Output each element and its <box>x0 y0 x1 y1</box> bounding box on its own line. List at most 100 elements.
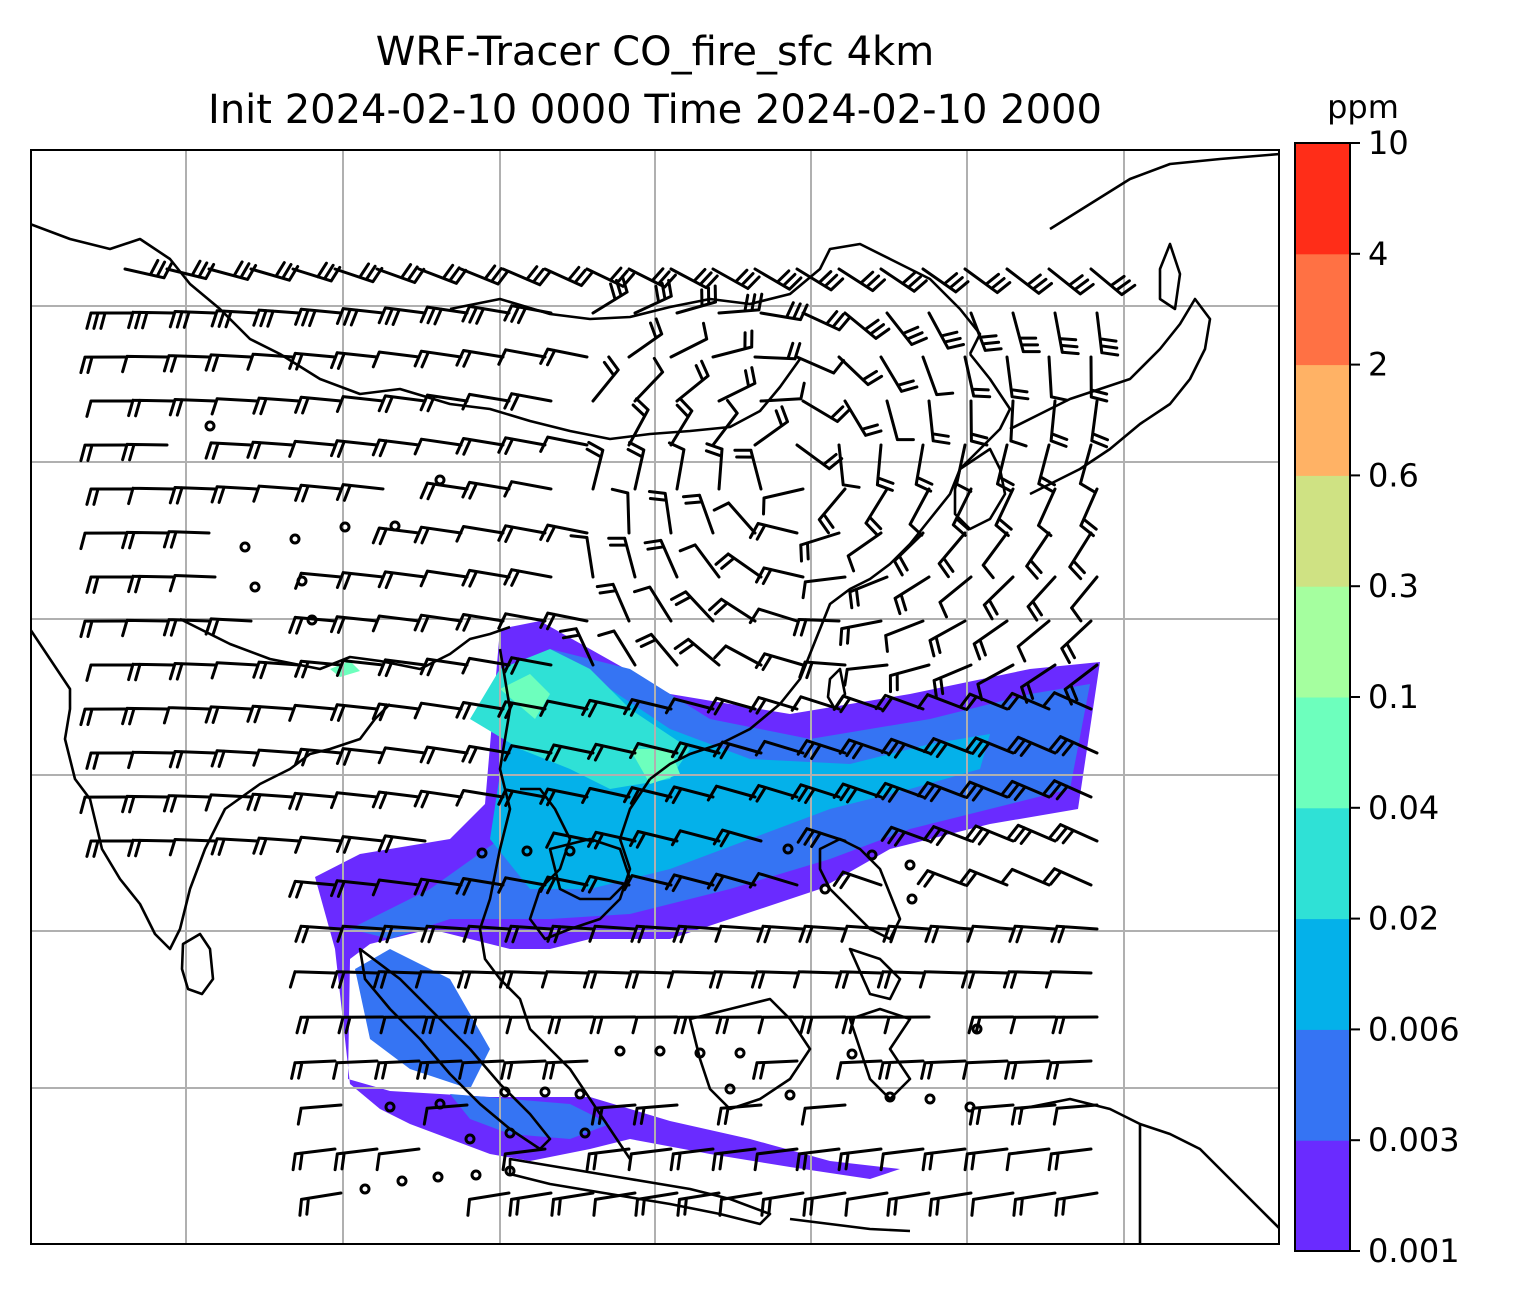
calm-wind-marker <box>470 1169 482 1181</box>
wind-barb <box>540 970 589 989</box>
wind-barb <box>547 1015 595 1035</box>
wind-barb <box>682 493 715 535</box>
calm-wind-marker <box>339 521 351 533</box>
wind-barb <box>1005 267 1053 295</box>
wind-barb <box>1005 1147 1051 1172</box>
wind-barb <box>714 924 763 943</box>
wind-barb <box>539 787 589 807</box>
wind-barb <box>504 924 553 944</box>
wind-barb <box>970 1191 1015 1217</box>
wind-barb <box>246 352 295 371</box>
calm-wind-marker <box>784 1089 796 1101</box>
colorbar-tick-label: 4 <box>1368 235 1388 273</box>
wind-barb <box>459 264 510 286</box>
wind-barb <box>927 399 951 445</box>
wind-barb <box>796 827 847 848</box>
calm-wind-marker <box>574 1088 586 1100</box>
wind-barb <box>296 1103 343 1126</box>
wind-barb <box>455 613 505 632</box>
colorbar-tick-label: 0.6 <box>1368 456 1419 494</box>
wind-barb <box>168 486 217 505</box>
calm-wind-marker <box>924 1093 936 1105</box>
wind-barb <box>497 524 547 543</box>
wind-barb <box>1002 970 1051 989</box>
wind-barb <box>498 970 547 989</box>
wind-barb <box>413 789 463 809</box>
wind-barb <box>372 970 421 989</box>
wind-barb <box>832 870 883 890</box>
wind-barb <box>419 657 469 677</box>
map-title: WRF-Tracer CO_fire_sfc 4km <box>375 29 935 75</box>
wind-barb <box>207 260 258 281</box>
wind-barb <box>590 1103 637 1126</box>
wind-barb <box>846 531 883 573</box>
mongolia-border <box>449 242 982 355</box>
colorbar-tick-label: 10 <box>1368 124 1409 162</box>
wind-barb <box>670 590 715 623</box>
wind-barb <box>162 354 211 373</box>
wind-barb <box>753 405 789 447</box>
wind-barb <box>715 1015 763 1035</box>
wind-barb <box>800 1103 847 1126</box>
wind-barb <box>607 536 637 579</box>
wind-barb <box>908 487 931 537</box>
co-fire-plume <box>315 621 1100 1179</box>
wind-barb <box>252 484 301 503</box>
colorbar-band <box>1295 586 1350 698</box>
wind-barb <box>377 746 427 765</box>
wind-barb <box>893 575 931 616</box>
wind-barb <box>330 970 379 989</box>
wind-barb <box>1025 531 1051 580</box>
wind-barb <box>545 831 595 849</box>
wind-barb <box>165 259 216 281</box>
wind-barb <box>964 824 1015 846</box>
wind-barb <box>792 618 841 637</box>
wind-barb <box>631 1015 679 1035</box>
wind-barb <box>969 311 1003 352</box>
wind-barb <box>375 263 426 284</box>
wind-barb <box>210 397 259 416</box>
colorbar-tick-label: 0.001 <box>1368 1232 1460 1270</box>
wind-barb <box>463 1015 511 1035</box>
wind-barb <box>330 703 379 722</box>
wind-barb <box>624 970 673 989</box>
wind-barb <box>1068 531 1093 581</box>
wind-barb <box>963 355 992 399</box>
wind-barb <box>704 442 724 491</box>
wind-barb <box>796 739 847 760</box>
wind-barb <box>497 348 547 366</box>
wind-barb <box>879 355 919 393</box>
wind-barb <box>168 662 217 681</box>
colorbar-band <box>1295 143 1350 255</box>
wind-barb <box>706 784 757 802</box>
wind-barb <box>127 662 175 682</box>
wind-barb <box>294 307 343 328</box>
wind-barb <box>210 749 259 768</box>
wind-barb <box>623 874 673 892</box>
wind-barb <box>1016 619 1051 663</box>
wind-barb <box>508 1191 553 1217</box>
wind-barb <box>588 924 637 943</box>
wind-barb <box>587 830 637 850</box>
wind-barb <box>1051 1015 1099 1035</box>
wind-barb <box>413 437 463 456</box>
colorbar-tick-label: 0.003 <box>1368 1121 1460 1159</box>
wind-barb <box>1042 867 1093 887</box>
wind-barb <box>497 700 547 719</box>
wind-barb <box>497 788 547 807</box>
wind-barb <box>127 310 175 330</box>
wind-barb <box>1063 663 1099 706</box>
wind-barb <box>595 582 631 623</box>
wind-barb <box>379 1015 427 1035</box>
plume-level-0.04 <box>330 661 680 784</box>
wind-barb <box>298 1191 343 1217</box>
wind-barb <box>417 263 468 285</box>
wind-barb <box>963 1147 1009 1172</box>
wind-barb <box>413 877 463 897</box>
wind-barb <box>419 305 469 326</box>
calm-wind-marker <box>204 420 216 432</box>
wind-barb <box>501 1147 547 1172</box>
calm-wind-marker <box>476 847 488 859</box>
wind-barb <box>962 1059 1009 1080</box>
wind-barb <box>967 1015 1015 1035</box>
